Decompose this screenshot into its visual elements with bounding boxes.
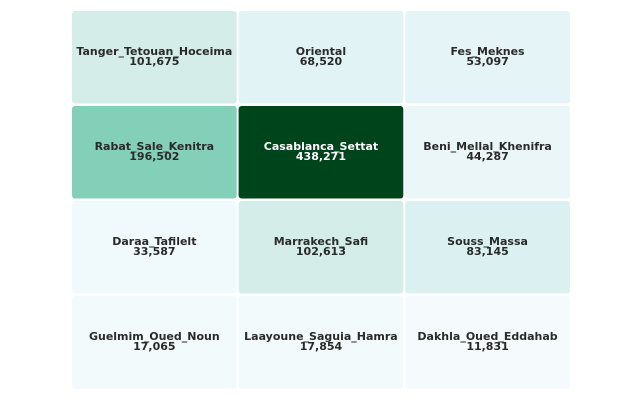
- tile-value: 11,831: [466, 340, 508, 353]
- tile-label: Beni_Mellal_Khenifra: [423, 140, 552, 153]
- tile-label: Rabat_Sale_Kenitra: [95, 140, 215, 153]
- tile: [72, 201, 237, 294]
- tile-label: Laayoune_Saguia_Hamra: [244, 330, 398, 343]
- tile: [238, 201, 404, 294]
- tile-value: 68,520: [300, 55, 343, 68]
- tile: [405, 11, 570, 104]
- tile-value: 53,097: [466, 55, 508, 68]
- tile-label: Souss_Massa: [447, 235, 528, 248]
- tile-value: 102,613: [296, 245, 346, 258]
- tile-label: Dakhla_Oued_Eddahab: [417, 330, 557, 343]
- tile-value: 196,502: [129, 150, 179, 163]
- tile-value: 44,287: [466, 150, 508, 163]
- tile-value: 33,587: [133, 245, 175, 258]
- tile-value: 17,065: [133, 340, 175, 353]
- tile-value: 438,271: [296, 150, 346, 163]
- tile-value: 17,854: [300, 340, 343, 353]
- tile: [238, 106, 404, 199]
- tile: [405, 106, 570, 199]
- tile-value: 83,145: [466, 245, 508, 258]
- tile-label: Oriental: [296, 45, 346, 58]
- tile-label: Marrakech_Safi: [274, 235, 368, 248]
- tile-label: Guelmim_Oued_Noun: [89, 330, 220, 343]
- tile-label: Fes_Meknes: [450, 45, 525, 58]
- tile: [405, 296, 570, 389]
- tile: [238, 11, 404, 104]
- tile: [72, 106, 237, 199]
- tile: [405, 201, 570, 294]
- tile-label: Casablanca_Settat: [264, 140, 378, 153]
- tile: [72, 296, 237, 389]
- tile-value: 101,675: [129, 55, 179, 68]
- tile-label: Daraa_Tafilelt: [112, 235, 196, 248]
- tile: [238, 296, 404, 389]
- tile-label: Tanger_Tetouan_Hoceima: [76, 45, 232, 58]
- tile: [72, 11, 237, 104]
